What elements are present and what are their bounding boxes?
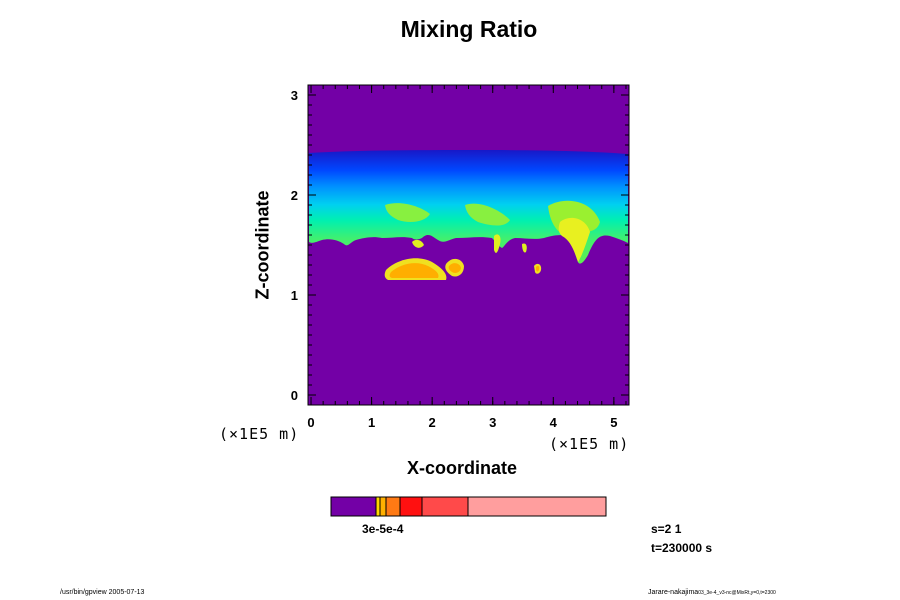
x-tick-label: 5: [610, 415, 617, 430]
x-tick-label: 3: [489, 415, 496, 430]
green-patch: [385, 203, 430, 222]
colorbar-segment: [422, 497, 468, 516]
y-axis-label: Z-coordinate: [252, 190, 273, 300]
colorbar-segment: [331, 497, 376, 516]
chart-title: Mixing Ratio: [400, 16, 538, 42]
y-tick-label: 3: [291, 88, 298, 103]
footer-right-main: Jarare-nakajima: [648, 589, 699, 596]
info-t: t=230000 s: [651, 541, 713, 555]
footer-right: Jarare-nakajima03_3e-4_v3-nc@MixRt,y=0,t…: [648, 589, 776, 596]
x-axis-label: X-coordinate: [407, 458, 518, 478]
x-unit-label: (×1E5 m): [549, 435, 630, 453]
y-tick-label: 1: [291, 288, 298, 303]
y-tick-label: 0: [291, 388, 298, 403]
x-tick-label: 1: [368, 415, 375, 430]
footer-left: /usr/bin/gpview 2005-07-13: [60, 589, 145, 596]
footer-right-small: 03_3e-4_v3-nc@MixRt,y=0,t=2300: [698, 590, 776, 596]
colorbar-segment: [468, 497, 606, 516]
info-s: s=2 1: [651, 522, 682, 536]
green-patch: [465, 203, 510, 226]
yellow-patch: [412, 239, 424, 248]
colorbar-segment: [386, 497, 400, 516]
yellow-patch: [522, 243, 527, 253]
axis-tick-labels: 0 1 2 3 4 5 0 1 2 3: [291, 88, 618, 430]
orange-patch: [536, 266, 540, 272]
y-tick-label: 2: [291, 188, 298, 203]
colorbar: [330, 496, 607, 517]
colorbar-segment: [376, 497, 380, 516]
orange-patch: [389, 263, 439, 278]
colorbar-tick-labels: 3e-5e-4: [362, 522, 404, 536]
axis-ticks: [308, 85, 629, 405]
x-tick-label: 2: [429, 415, 436, 430]
z-unit-label: (×1E5 m): [219, 425, 300, 443]
x-tick-label: 0: [307, 415, 314, 430]
yellow-patch: [558, 217, 590, 262]
yellow-patch: [494, 234, 501, 253]
x-tick-label: 4: [550, 415, 558, 430]
colorbar-segment: [400, 497, 422, 516]
colorbar-segment: [380, 497, 386, 516]
orange-patch: [448, 263, 461, 273]
